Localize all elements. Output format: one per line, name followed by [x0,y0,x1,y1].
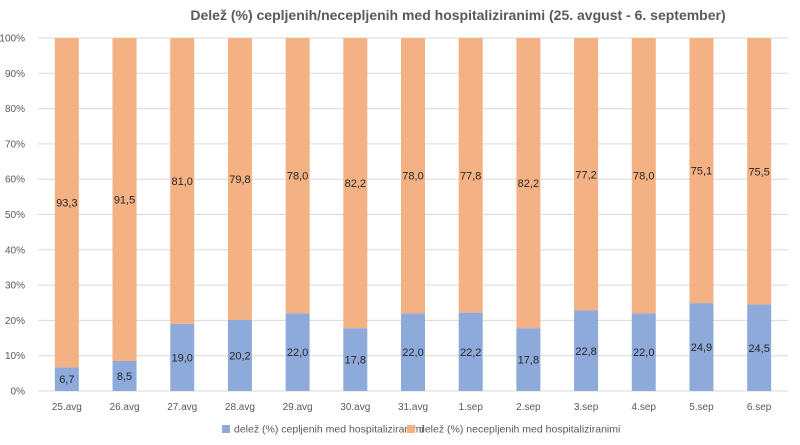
bar-cepljeni [631,313,656,391]
data-label-cepljeni: 22,0 [287,347,308,359]
data-label-necepljeni: 93,3 [56,198,77,210]
x-tick-label: 31.avg [398,402,428,413]
bar-necepljeni [689,38,714,304]
data-label-necepljeni: 81,0 [172,176,193,188]
data-label-necepljeni: 77,2 [575,169,596,181]
bar-necepljeni [401,38,425,314]
y-tick-label: 0% [11,387,26,398]
legend-swatch-necepljeni [407,425,415,433]
bar-cepljeni [170,323,195,391]
y-tick-label: 40% [5,245,25,256]
bar-necepljeni [54,38,79,368]
legend-label-necepljeni: delež (%) necepljenih med hospitaliziran… [419,424,620,436]
x-tick-label: 30.avg [340,402,370,413]
x-tick-label: 27.avg [167,402,197,413]
x-tick-label: 2.sep [516,402,541,413]
y-tick-label: 80% [5,104,25,115]
y-tick-label: 90% [5,69,25,80]
bar-necepljeni [227,38,252,320]
data-label-cepljeni: 17,8 [518,355,539,367]
bar-cepljeni [574,310,599,391]
legend: delež (%) cepljenih med hospitaliziranim… [222,424,620,436]
y-tick-label: 20% [5,316,25,327]
bar-necepljeni [112,38,137,361]
bar-necepljeni [285,38,310,314]
data-label-necepljeni: 79,8 [229,174,250,186]
data-label-cepljeni: 24,5 [748,343,769,355]
x-tick-label: 4.sep [632,402,657,413]
x-axis: 25.avg 26.avg 27.avg 28.avg 29.avg 30.avg 31.a… [52,402,772,413]
legend-swatch-cepljeni [222,425,230,433]
data-label-cepljeni: 24,9 [691,342,712,354]
bar-cepljeni [112,360,137,391]
x-tick-label: 5.sep [689,402,714,413]
x-tick-label: 6.sep [747,402,772,413]
y-axis: 0% 10% 20% 30% 40% 50% 60% 70% 80% 90% 100% [0,34,25,398]
bars: 6,7 93,3 8,5 91,5 19,0 81,0 20,2 79,8 22,0 78,0 17… [54,38,772,391]
y-tick-label: 100% [0,34,25,45]
bar-necepljeni [747,38,772,305]
data-label-cepljeni: 8,5 [117,371,132,383]
legend-label-cepljeni: delež (%) cepljenih med hospitaliziranim… [234,424,424,436]
bar-cepljeni [689,303,714,391]
data-label-cepljeni: 22,0 [402,347,423,359]
x-tick-label: 26.avg [110,402,140,413]
y-tick-label: 60% [5,175,25,186]
bar-cepljeni [227,319,252,391]
bar-necepljeni [170,38,195,324]
data-label-cepljeni: 20,2 [229,350,250,362]
data-label-cepljeni: 19,0 [172,352,193,364]
data-label-necepljeni: 77,8 [460,170,481,182]
bar-necepljeni [574,38,599,311]
data-label-necepljeni: 78,0 [402,171,423,183]
data-label-necepljeni: 78,0 [287,171,308,183]
x-tick-label: 3.sep [574,402,599,413]
bar-cepljeni [458,312,483,391]
x-tick-label: 1.sep [458,402,483,413]
bar-necepljeni [631,38,656,314]
x-tick-label: 29.avg [283,402,313,413]
chart-title: Delež (%) cepljenih/necepljenih med hosp… [190,7,725,23]
bar-cepljeni [285,313,310,391]
data-label-necepljeni: 82,2 [518,178,539,190]
bar-necepljeni [516,38,541,329]
bar-cepljeni [747,304,772,391]
x-tick-label: 25.avg [52,402,82,413]
bar-cepljeni [343,328,368,391]
y-tick-label: 50% [5,210,25,221]
bar-cepljeni [54,367,79,391]
data-label-cepljeni: 22,0 [633,347,654,359]
bar-cepljeni [516,328,541,391]
data-label-cepljeni: 6,7 [59,374,74,386]
y-tick-label: 10% [5,351,25,362]
y-tick-label: 30% [5,281,25,292]
data-label-necepljeni: 78,0 [633,171,654,183]
y-tick-label: 70% [5,139,25,150]
data-label-cepljeni: 17,8 [345,355,366,367]
x-tick-label: 28.avg [225,402,255,413]
data-label-cepljeni: 22,2 [460,347,481,359]
data-label-necepljeni: 75,1 [691,166,712,178]
bar-necepljeni [458,38,483,313]
bar-cepljeni [401,313,425,391]
data-label-necepljeni: 75,5 [748,166,769,178]
data-label-necepljeni: 82,2 [345,178,366,190]
bar-necepljeni [343,38,368,329]
data-label-cepljeni: 22,8 [575,346,596,358]
data-label-necepljeni: 91,5 [114,194,135,206]
